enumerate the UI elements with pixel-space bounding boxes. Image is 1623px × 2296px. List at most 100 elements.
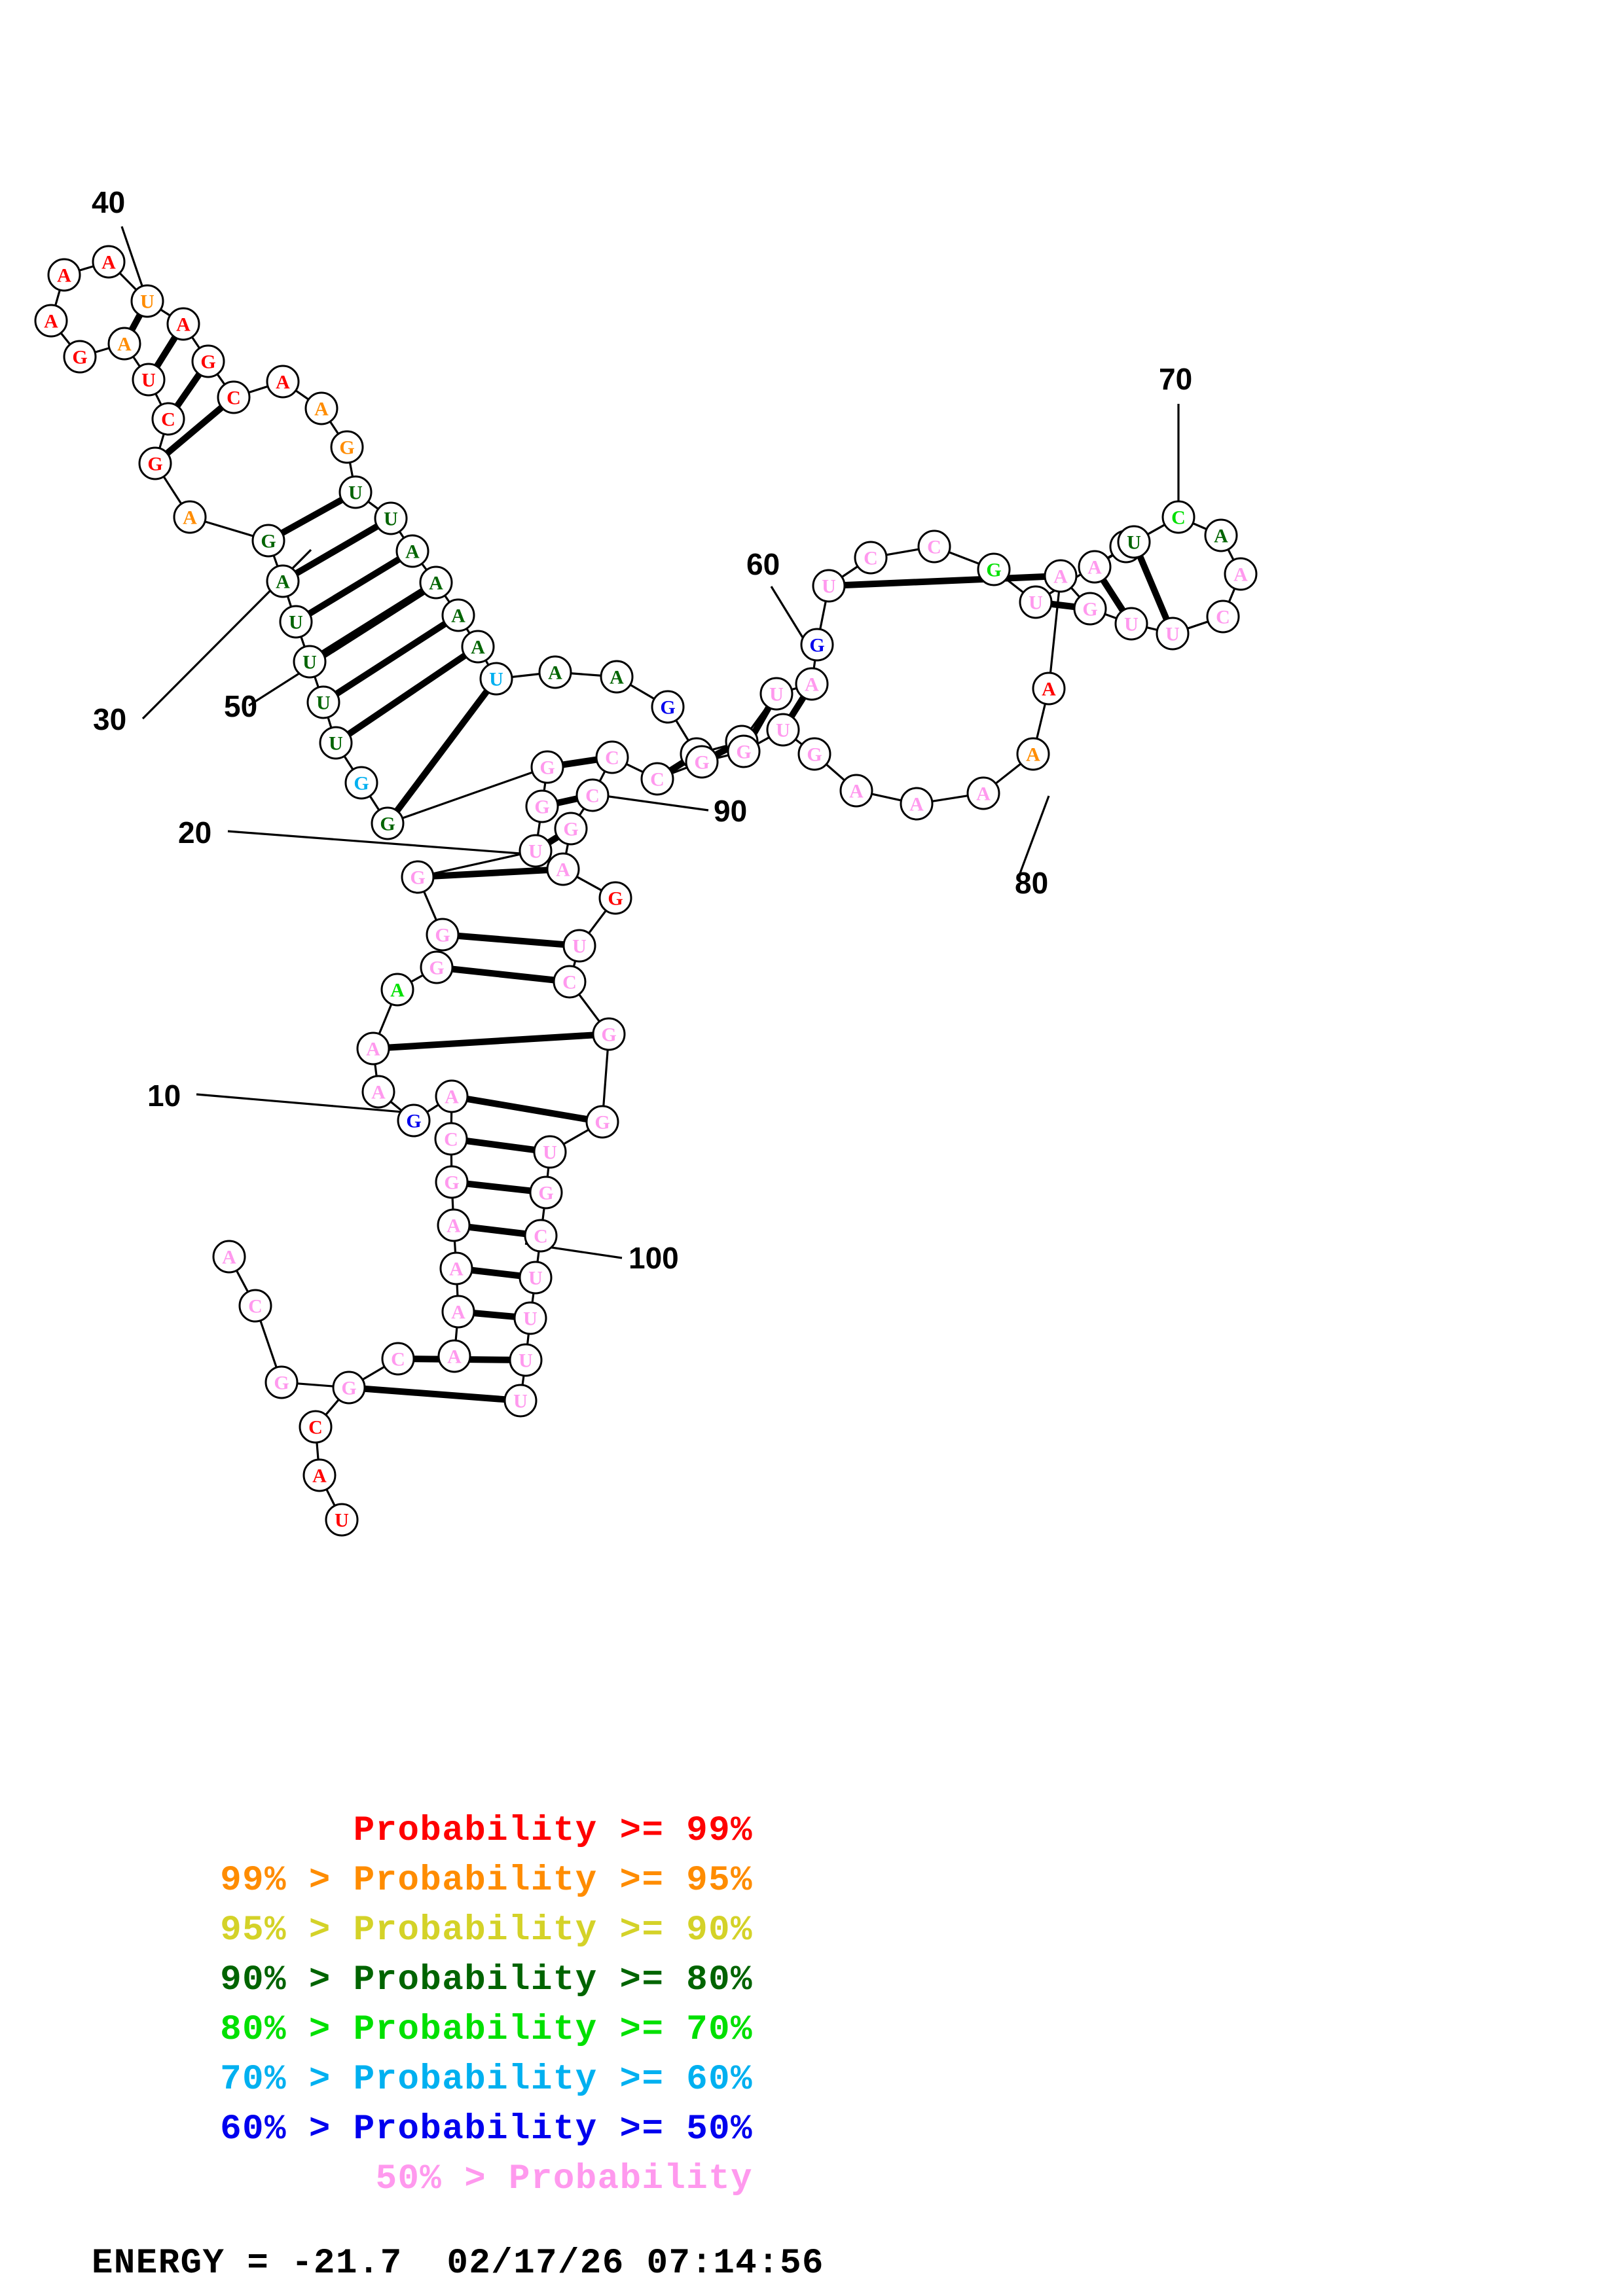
nucleotide[interactable]: A xyxy=(900,787,934,821)
nucleotide[interactable]: U xyxy=(509,1343,543,1377)
nucleotide[interactable]: U xyxy=(519,834,553,868)
nucleotide[interactable]: U xyxy=(812,569,846,603)
nucleotide[interactable]: A xyxy=(839,774,873,808)
nucleotide[interactable]: G xyxy=(332,1371,366,1405)
nucleotide[interactable]: G xyxy=(251,524,285,558)
nucleotide[interactable]: G xyxy=(138,446,172,480)
nucleotide[interactable]: C xyxy=(854,541,888,575)
nucleotide[interactable]: A xyxy=(461,630,495,664)
nucleotide[interactable]: A xyxy=(304,391,338,425)
nucleotide[interactable]: C xyxy=(595,740,629,774)
nucleotide[interactable]: A xyxy=(966,776,1000,810)
nucleotide[interactable]: G xyxy=(264,1365,299,1399)
nucleotide[interactable]: A xyxy=(107,327,141,361)
nucleotide[interactable]: G xyxy=(529,1175,563,1210)
nucleotide[interactable]: U xyxy=(132,363,166,397)
nucleotide[interactable]: U xyxy=(1156,617,1190,651)
nucleotide[interactable]: U xyxy=(338,475,373,509)
nucleotide[interactable]: A xyxy=(441,1295,475,1329)
nucleotide[interactable]: U xyxy=(306,685,340,719)
nucleotide[interactable]: C xyxy=(238,1289,272,1323)
nucleotide[interactable]: A xyxy=(356,1031,390,1066)
nucleotide[interactable]: A xyxy=(441,598,475,632)
nucleotide[interactable]: U xyxy=(130,284,164,318)
nucleotide[interactable]: C xyxy=(151,402,185,436)
nucleotide[interactable]: C xyxy=(917,529,951,564)
nucleotide[interactable]: A xyxy=(437,1339,471,1373)
nucleotide[interactable]: G xyxy=(800,628,834,662)
nucleotide[interactable]: G xyxy=(1073,592,1107,626)
nucleotide[interactable]: G xyxy=(592,1017,626,1051)
nucleotide[interactable]: G xyxy=(371,806,405,840)
nucleotide[interactable]: C xyxy=(381,1342,415,1376)
nucleotide[interactable]: G xyxy=(63,340,97,374)
nucleotide[interactable]: G xyxy=(727,734,761,768)
nucleotide[interactable]: A xyxy=(266,564,300,598)
nucleotide[interactable]: A xyxy=(173,500,207,534)
nucleotide[interactable]: U xyxy=(374,501,408,535)
nucleotide[interactable]: G xyxy=(977,552,1011,586)
nucleotide[interactable]: G xyxy=(426,918,460,952)
nucleotide[interactable]: A xyxy=(47,258,81,292)
nucleotide[interactable]: U xyxy=(519,1261,553,1295)
nucleotide[interactable]: A xyxy=(302,1458,337,1492)
nucleotide[interactable]: U xyxy=(513,1301,547,1335)
nucleotide[interactable]: U xyxy=(503,1384,538,1418)
nucleotide[interactable]: A xyxy=(600,660,634,694)
nucleotide[interactable]: A xyxy=(437,1208,471,1242)
nucleotide[interactable]: A xyxy=(380,973,414,1007)
nucleotide[interactable]: G xyxy=(797,737,831,771)
nucleotide[interactable]: C xyxy=(299,1410,333,1444)
nucleotide[interactable]: A xyxy=(266,365,300,399)
nucleotide[interactable]: U xyxy=(533,1135,567,1169)
nucleotide[interactable]: A xyxy=(1044,559,1078,593)
nucleotide[interactable]: G xyxy=(554,812,588,846)
nucleotide[interactable]: A xyxy=(1224,557,1258,591)
nucleotide[interactable]: U xyxy=(759,677,793,711)
nucleotide[interactable]: G xyxy=(598,881,632,915)
nucleotide[interactable]: U xyxy=(562,929,596,963)
nucleotide[interactable]: G xyxy=(651,690,685,724)
nucleotide[interactable]: C xyxy=(575,778,610,812)
nucleotide[interactable]: C xyxy=(217,380,251,414)
nucleotide[interactable]: A xyxy=(419,565,453,600)
nucleotide[interactable]: A xyxy=(34,304,68,338)
nucleotide[interactable]: A xyxy=(166,307,200,341)
nucleotide[interactable]: A xyxy=(1204,518,1238,552)
nucleotide[interactable]: A xyxy=(435,1079,469,1113)
nucleotide[interactable]: U xyxy=(766,713,800,747)
nucleotide[interactable]: C xyxy=(434,1122,468,1156)
nucleotide[interactable]: A xyxy=(1032,672,1066,706)
nucleotide[interactable]: A xyxy=(1016,737,1050,771)
nucleotide[interactable]: G xyxy=(401,860,435,894)
nucleotide[interactable]: C xyxy=(524,1219,558,1253)
nucleotide[interactable]: C xyxy=(1206,600,1240,634)
nucleotide[interactable]: G xyxy=(420,950,454,984)
nucleotide[interactable]: A xyxy=(538,655,572,689)
nucleotide[interactable]: A xyxy=(395,534,429,568)
nucleotide[interactable]: A xyxy=(1078,550,1112,584)
nucleotide[interactable]: U xyxy=(325,1503,359,1537)
nucleotide[interactable]: C xyxy=(1161,500,1195,534)
nucleotide[interactable]: G xyxy=(344,766,378,800)
nucleotide[interactable]: G xyxy=(397,1103,431,1138)
nucleotide[interactable]: A xyxy=(546,852,580,886)
nucleotide[interactable]: U xyxy=(293,645,327,679)
nucleotide[interactable]: U xyxy=(1019,585,1053,619)
nucleotide[interactable]: C xyxy=(640,762,674,796)
nucleotide[interactable]: G xyxy=(191,344,225,378)
nucleotide[interactable]: U xyxy=(1117,525,1151,559)
nucleotide[interactable]: G xyxy=(530,750,564,784)
nucleotide[interactable]: U xyxy=(279,605,313,639)
nucleotide[interactable]: G xyxy=(330,430,364,464)
nucleotide[interactable]: G xyxy=(585,1105,619,1139)
nucleotide[interactable]: U xyxy=(1114,607,1148,641)
nucleotide[interactable]: G xyxy=(435,1165,469,1199)
nucleotide[interactable]: C xyxy=(553,965,587,999)
nucleotide[interactable]: U xyxy=(319,726,353,760)
nucleotide[interactable]: A xyxy=(361,1075,395,1109)
nucleotide[interactable]: U xyxy=(479,662,513,696)
nucleotide[interactable]: G xyxy=(685,745,719,779)
nucleotide[interactable]: A xyxy=(212,1240,246,1274)
nucleotide[interactable]: G xyxy=(525,789,559,823)
